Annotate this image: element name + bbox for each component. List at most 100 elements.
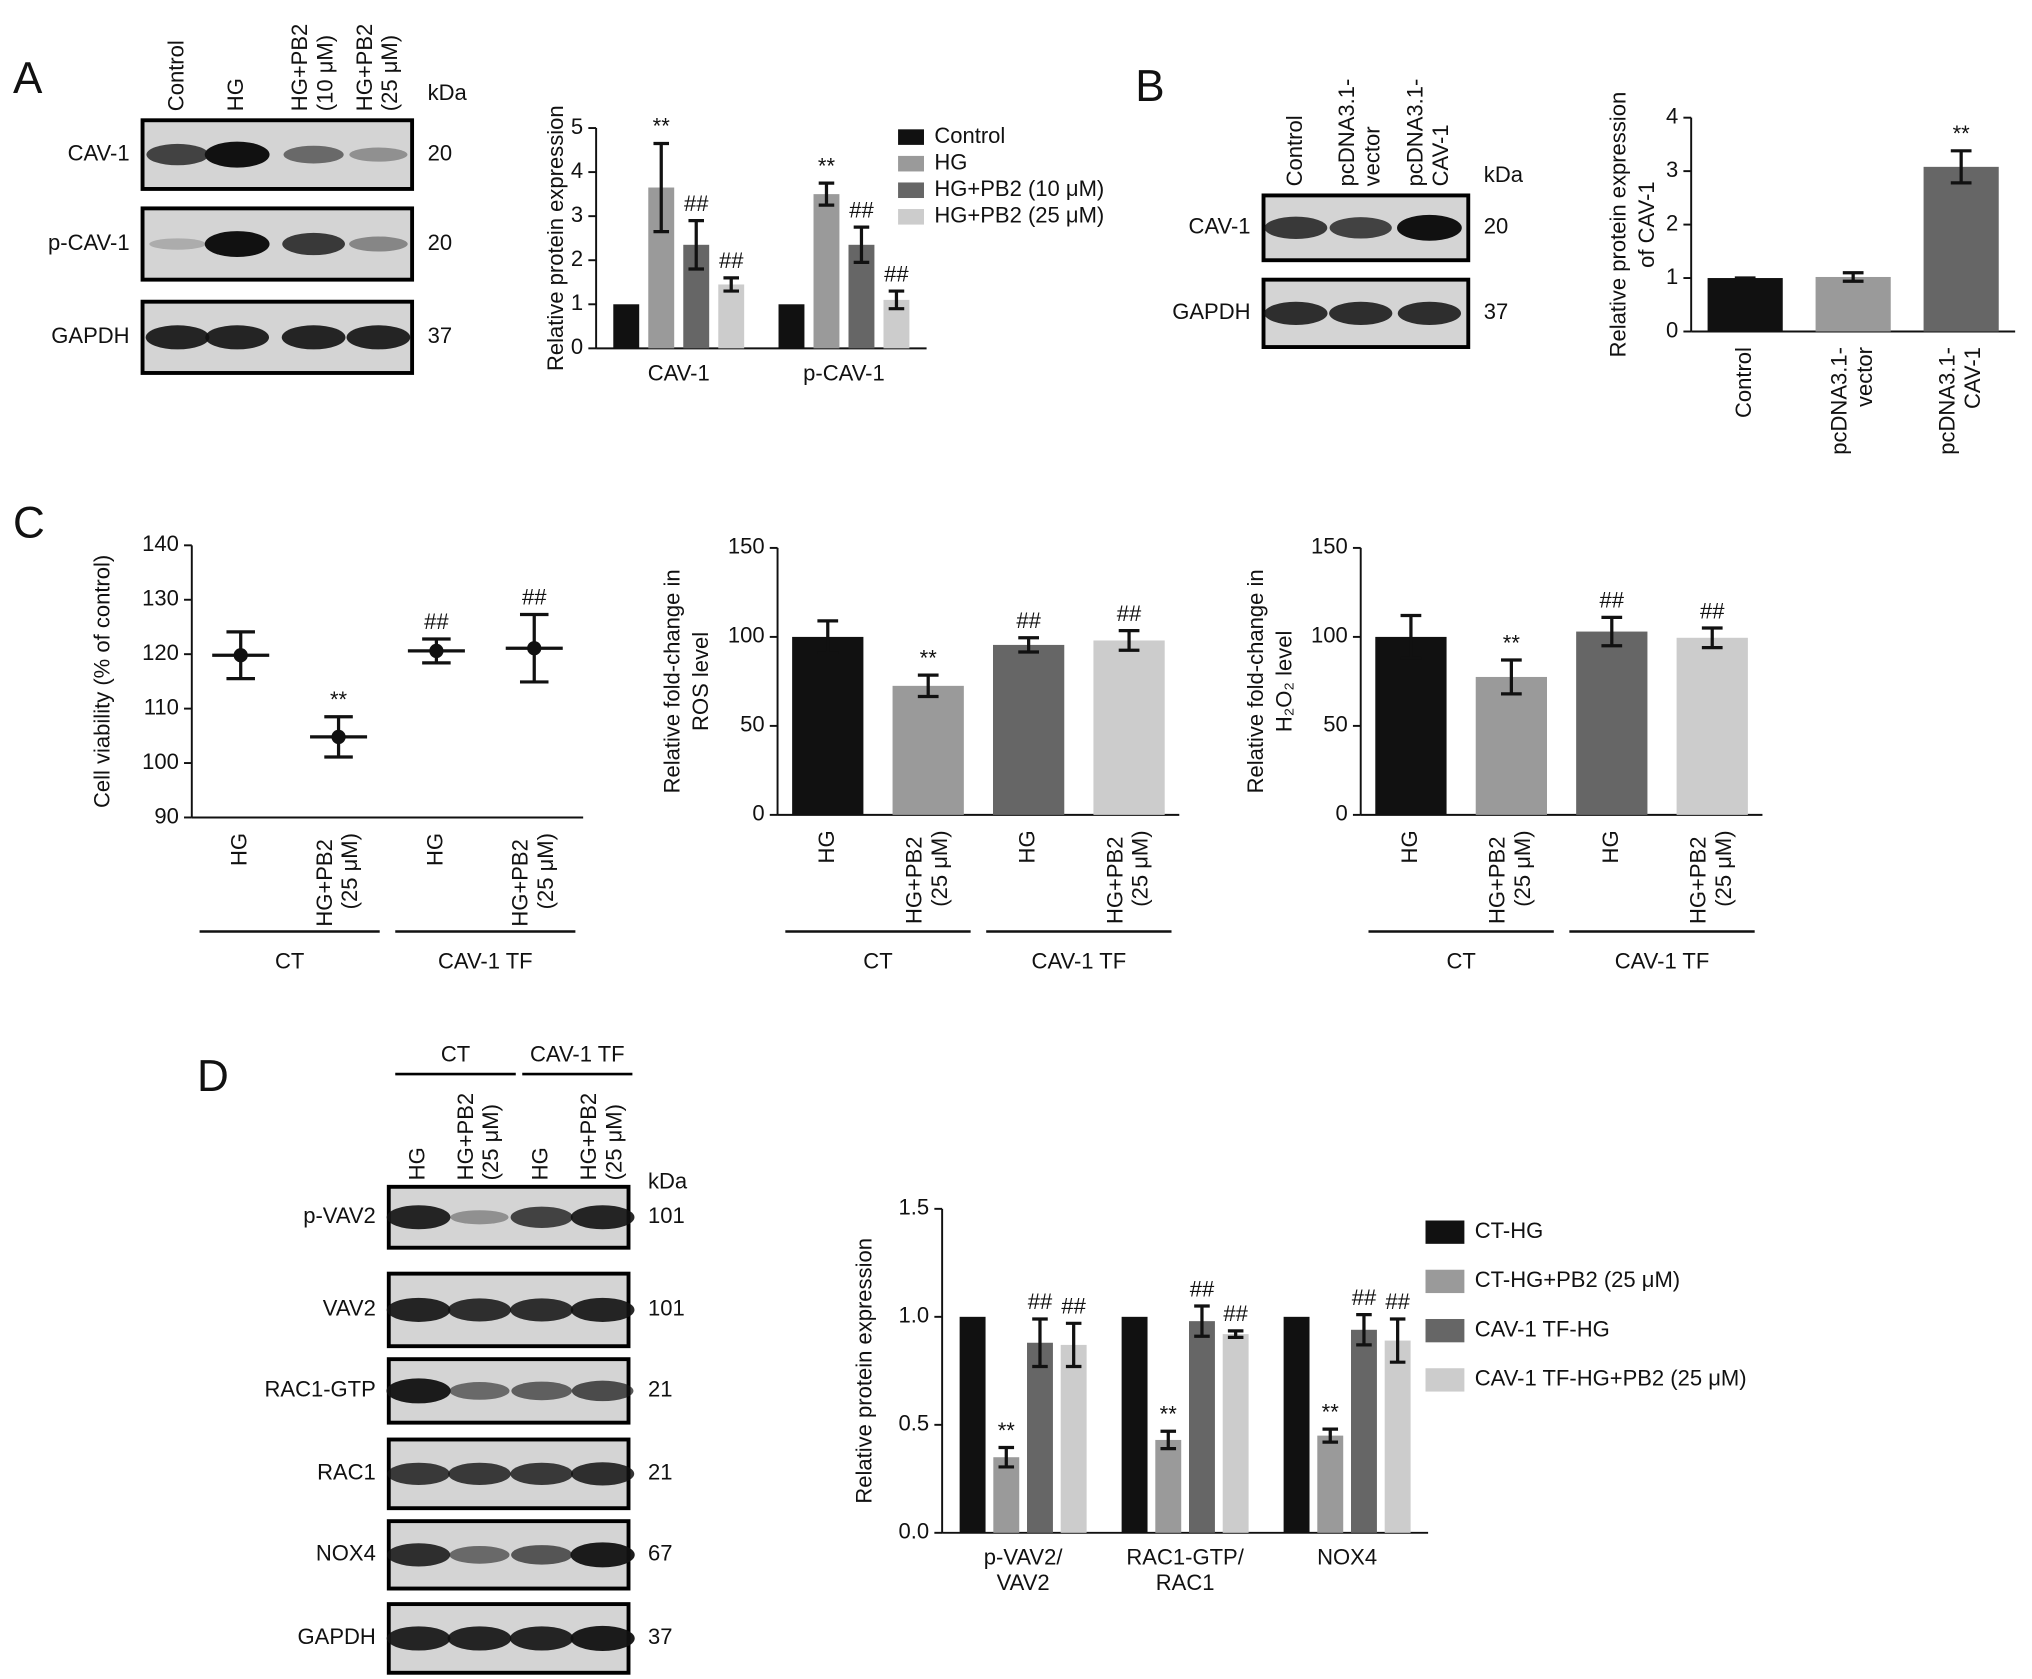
blot-band: [387, 1462, 450, 1485]
blot-row-label: RAC1-GTP: [264, 1377, 375, 1402]
x-tick-label: HG: [422, 833, 447, 866]
blot-kda: 101: [648, 1296, 685, 1321]
dot: [429, 643, 444, 659]
blot-band: [386, 1626, 451, 1651]
blot-row-label: p-VAV2: [303, 1203, 376, 1228]
y-tick-label: 0: [571, 334, 583, 359]
error-bar: [1322, 1427, 1339, 1444]
blot-band: [510, 1206, 573, 1228]
blot-band: [281, 325, 346, 350]
x-tick-label: HG+PB2 (25 μM): [1102, 830, 1152, 924]
blot-band: [570, 1297, 635, 1322]
bar: [792, 636, 864, 815]
x-tick-label: pcDNA3.1-CAV-1: [1934, 347, 1984, 455]
legend-label: HG: [934, 149, 967, 174]
significance-marker: **: [1953, 121, 1971, 146]
x-tick-label: RAC1-GTP/RAC1: [1126, 1545, 1244, 1595]
blot-kda: 20: [428, 140, 453, 165]
x-tick-label: HG+PB2 (25 μM): [312, 833, 362, 927]
blot-kda: 21: [648, 1377, 672, 1402]
y-tick-label: 1.0: [899, 1303, 930, 1328]
x-tick-label: HG+PB2 (25 μM): [1485, 830, 1535, 924]
y-tick-label: 2: [1666, 210, 1678, 235]
lane-label: HG+PB2 (25 μM): [576, 1087, 626, 1181]
lane-label: Control: [1282, 115, 1307, 186]
significance-marker: ##: [424, 609, 449, 634]
bar: [1384, 1340, 1411, 1533]
y-tick-label: 100: [142, 749, 179, 774]
y-tick-label: 3: [1666, 157, 1678, 182]
error-bar: [853, 225, 870, 265]
blot-band: [449, 1545, 510, 1564]
bar: [1350, 1329, 1377, 1533]
significance-marker: ##: [1117, 601, 1142, 626]
group-label: CT: [1446, 948, 1475, 973]
blot-band: [509, 1626, 574, 1651]
bar: [1155, 1439, 1182, 1533]
lane-label: HG+PB2 (10 μM): [287, 18, 337, 112]
error-bar: [1400, 613, 1422, 660]
y-axis-label: of CAV-1: [1634, 181, 1659, 267]
y-tick-label: 1.5: [899, 1195, 930, 1220]
blot-band: [511, 1381, 573, 1401]
legend-label: Control: [934, 123, 1005, 148]
y-tick-label: 110: [144, 694, 179, 719]
significance-marker: ##: [522, 585, 547, 610]
bar: [1222, 1334, 1249, 1533]
y-axis-label: Relative fold-change in: [660, 569, 685, 793]
blot-kda: 101: [648, 1203, 685, 1228]
significance-marker: ##: [1016, 608, 1041, 633]
x-tick-label: HG: [227, 833, 252, 866]
bar: [1121, 1316, 1148, 1533]
error-bar: [1356, 1313, 1372, 1347]
blot-row-label: CAV-1: [1189, 214, 1251, 239]
blot-band: [450, 1210, 509, 1225]
blot-kda: 37: [648, 1624, 672, 1649]
legend-swatch: [1425, 1318, 1465, 1343]
lane-label: HG: [404, 1147, 429, 1180]
blot-row-label: GAPDH: [298, 1624, 376, 1649]
blot-band: [1329, 301, 1393, 325]
significance-marker: ##: [884, 261, 909, 286]
bar: [1093, 640, 1165, 815]
error-bar: [688, 218, 705, 271]
legend-label: CT-HG: [1475, 1218, 1544, 1243]
significance-marker: **: [1322, 1399, 1340, 1424]
legend-label: CT-HG+PB2 (25 μM): [1475, 1267, 1680, 1292]
y-tick-label: 0.5: [899, 1411, 930, 1436]
error-bar: [1950, 149, 1972, 185]
error-bar: [917, 673, 939, 699]
blot-band: [447, 1298, 512, 1322]
y-tick-label: 90: [154, 803, 179, 828]
significance-marker: ##: [719, 248, 744, 273]
lane-label: pcDNA3.1-vector: [1334, 79, 1384, 187]
significance-marker: ##: [1600, 588, 1625, 613]
blot-band: [447, 1626, 512, 1651]
bar: [1707, 278, 1783, 332]
panel-label: B: [1135, 62, 1164, 111]
legend-swatch: [898, 155, 924, 172]
lane-label: HG: [528, 1147, 553, 1180]
blot-kda: 67: [648, 1541, 672, 1566]
y-tick-label: 4: [571, 158, 583, 183]
significance-marker: ##: [1223, 1301, 1248, 1326]
significance-marker: **: [653, 114, 671, 139]
y-axis-label: Relative protein expression: [543, 105, 568, 371]
error-bar: [1160, 1429, 1177, 1451]
y-tick-label: 50: [1323, 712, 1348, 737]
significance-marker: ##: [1190, 1276, 1215, 1301]
y-tick-label: 0: [1336, 801, 1348, 826]
error-bar: [1118, 629, 1140, 652]
blot-band: [1264, 301, 1328, 325]
x-tick-label: CAV-1: [648, 360, 710, 385]
lane-label: HG+PB2 (25 μM): [352, 18, 402, 112]
blot-band: [349, 236, 408, 252]
error-bar: [1842, 271, 1864, 283]
blot-band: [205, 325, 270, 350]
x-tick-label: HG: [814, 830, 839, 863]
y-tick-label: 1: [1666, 264, 1678, 289]
blot-band: [570, 1625, 635, 1651]
error-bar: [1500, 658, 1522, 696]
significance-marker: ##: [1028, 1289, 1053, 1314]
error-bar: [1065, 1321, 1082, 1369]
